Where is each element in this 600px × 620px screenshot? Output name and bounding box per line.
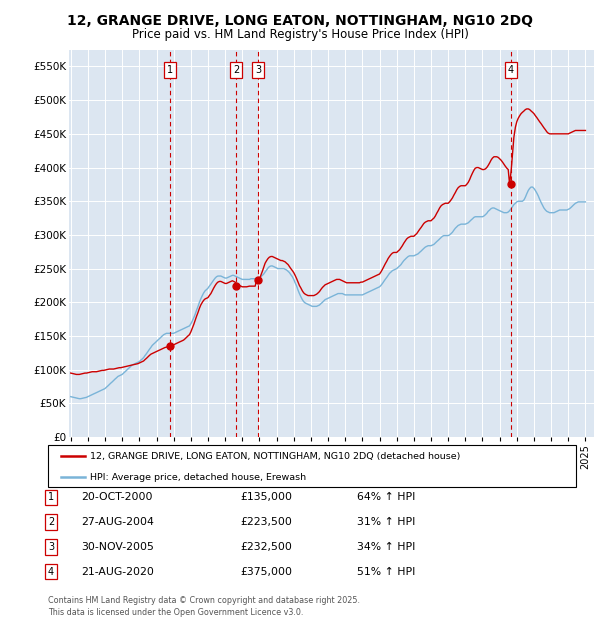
Text: 1: 1 bbox=[167, 65, 173, 75]
Text: 3: 3 bbox=[255, 65, 261, 75]
Text: Contains HM Land Registry data © Crown copyright and database right 2025.
This d: Contains HM Land Registry data © Crown c… bbox=[48, 596, 360, 617]
Text: 1: 1 bbox=[48, 492, 54, 502]
Text: £375,000: £375,000 bbox=[240, 567, 292, 577]
Text: £223,500: £223,500 bbox=[240, 517, 292, 527]
Text: HPI: Average price, detached house, Erewash: HPI: Average price, detached house, Erew… bbox=[90, 473, 307, 482]
Text: £135,000: £135,000 bbox=[240, 492, 292, 502]
Text: Price paid vs. HM Land Registry's House Price Index (HPI): Price paid vs. HM Land Registry's House … bbox=[131, 28, 469, 41]
Text: 2: 2 bbox=[48, 517, 54, 527]
Text: 64% ↑ HPI: 64% ↑ HPI bbox=[357, 492, 415, 502]
Text: 27-AUG-2004: 27-AUG-2004 bbox=[81, 517, 154, 527]
Text: 4: 4 bbox=[48, 567, 54, 577]
Text: 4: 4 bbox=[508, 65, 514, 75]
Text: 30-NOV-2005: 30-NOV-2005 bbox=[81, 542, 154, 552]
Text: 34% ↑ HPI: 34% ↑ HPI bbox=[357, 542, 415, 552]
Text: 12, GRANGE DRIVE, LONG EATON, NOTTINGHAM, NG10 2DQ: 12, GRANGE DRIVE, LONG EATON, NOTTINGHAM… bbox=[67, 14, 533, 28]
Text: 12, GRANGE DRIVE, LONG EATON, NOTTINGHAM, NG10 2DQ (detached house): 12, GRANGE DRIVE, LONG EATON, NOTTINGHAM… bbox=[90, 452, 461, 461]
Text: 20-OCT-2000: 20-OCT-2000 bbox=[81, 492, 152, 502]
Text: 51% ↑ HPI: 51% ↑ HPI bbox=[357, 567, 415, 577]
Text: 21-AUG-2020: 21-AUG-2020 bbox=[81, 567, 154, 577]
Text: £232,500: £232,500 bbox=[240, 542, 292, 552]
Text: 3: 3 bbox=[48, 542, 54, 552]
Text: 2: 2 bbox=[233, 65, 239, 75]
Text: 31% ↑ HPI: 31% ↑ HPI bbox=[357, 517, 415, 527]
